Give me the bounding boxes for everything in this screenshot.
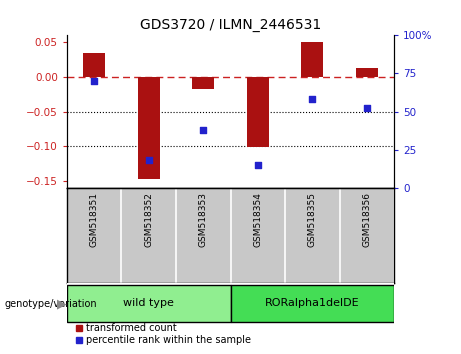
Bar (230, 285, 394, 322)
Text: GSM518356: GSM518356 (362, 193, 372, 247)
Point (145, 158, 152, 163)
Bar (356, 68, 378, 77)
Text: ▶: ▶ (58, 297, 67, 310)
Text: GSM518352: GSM518352 (144, 193, 153, 247)
Text: GSM518353: GSM518353 (199, 193, 208, 247)
Bar (192, 77, 214, 89)
Text: genotype/variation: genotype/variation (5, 298, 97, 309)
Point (200, 127, 207, 133)
Point (90, 78, 98, 84)
Bar (301, 42, 323, 77)
Legend: transformed count, percentile rank within the sample: transformed count, percentile rank withi… (72, 319, 255, 349)
Text: GSM518355: GSM518355 (308, 193, 317, 247)
Point (363, 105, 371, 111)
Bar (67, 285, 230, 322)
Text: RORalpha1delDE: RORalpha1delDE (265, 298, 360, 308)
Bar (138, 77, 160, 179)
Bar (83, 53, 105, 77)
Bar (247, 77, 269, 148)
Point (254, 162, 261, 167)
Title: GDS3720 / ILMN_2446531: GDS3720 / ILMN_2446531 (140, 18, 321, 32)
Text: GSM518351: GSM518351 (89, 193, 99, 247)
Text: wild type: wild type (123, 298, 174, 308)
Text: GSM518354: GSM518354 (253, 193, 262, 247)
Point (309, 97, 316, 102)
